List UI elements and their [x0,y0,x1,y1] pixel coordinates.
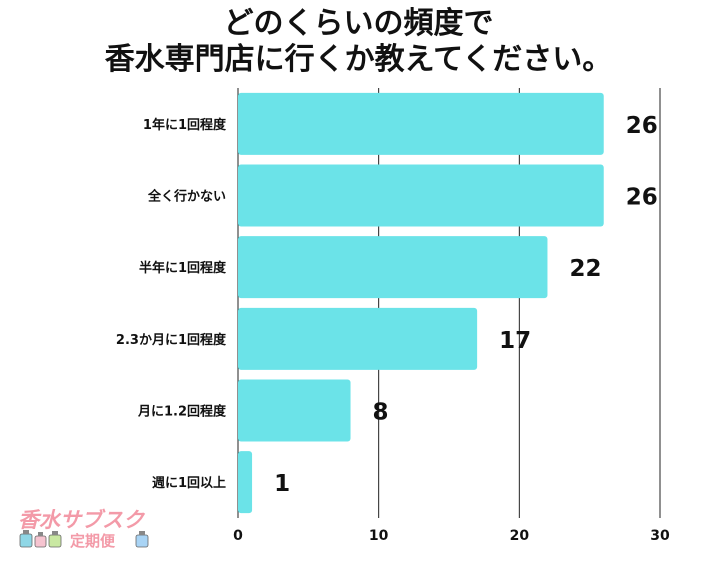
category-label: 月に1.2回程度 [137,404,227,420]
data-label: 1 [274,471,290,497]
x-tick-label: 0 [233,528,243,544]
data-label: 22 [569,256,601,282]
x-tick-label: 20 [510,528,530,544]
category-label: 半年に1回程度 [139,260,227,276]
data-label: 26 [626,113,658,139]
data-label: 8 [373,400,389,426]
logo-text-sub: 定期便 [70,532,116,550]
chart-title-line-2: 香水専門店に行くか教えてください。 [104,42,613,77]
brand-logo: 香水サブスク 定期便 [16,506,149,552]
category-label: 全く行かない [147,189,226,205]
bar [238,164,604,227]
bar [238,379,351,442]
x-tick-label: 10 [369,528,389,544]
logo-text-main: 香水サブスク [18,508,146,532]
category-label: 2.3か月に1回程度 [116,332,227,348]
data-label: 17 [499,328,531,354]
category-label: 週に1回以上 [152,476,226,491]
data-label: 26 [626,185,658,211]
bar [238,451,253,514]
chart-title-line-1: どのくらいの頻度で [223,6,494,41]
x-tick-label: 30 [650,528,670,544]
bar [238,236,548,299]
bar [238,307,478,370]
category-label: 1年に1回程度 [143,117,227,133]
perfume-bottles-icon [19,530,149,548]
chart-title: どのくらいの頻度で 香水専門店に行くか教えてください。 [0,6,717,78]
bar [238,92,604,155]
